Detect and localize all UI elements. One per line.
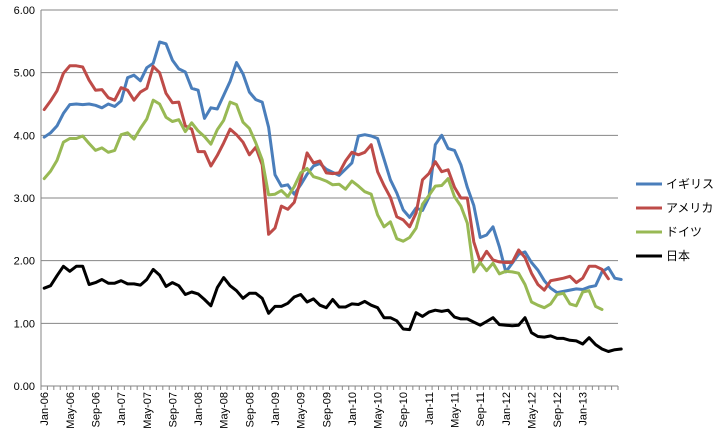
x-tick-label: Sep-07 (167, 392, 179, 427)
x-tick-label: Jan-07 (116, 392, 128, 426)
x-tick-label: Sep-06 (90, 392, 102, 427)
y-tick-label: 1.00 (14, 318, 35, 330)
x-tick-label: May-12 (526, 392, 538, 429)
legend-label: イギリス (666, 177, 714, 191)
y-tick-label: 4.00 (14, 130, 35, 142)
y-tick-label: 0.00 (14, 381, 35, 393)
x-tick-label: Sep-09 (321, 392, 333, 427)
x-tick-label: May-06 (65, 392, 77, 429)
x-tick-label: Sep-12 (552, 392, 564, 427)
x-tick-label: Jan-10 (347, 392, 359, 426)
series-line-3 (42, 98, 604, 311)
series-line-4 (42, 264, 623, 353)
gridlines (41, 9, 618, 324)
legend-label: 日本 (666, 249, 690, 263)
x-tick-label: May-09 (296, 392, 308, 429)
x-tick-label: Jan-13 (578, 392, 590, 426)
x-tick-label: May-07 (142, 392, 154, 429)
x-tick-label: Sep-08 (244, 392, 256, 427)
x-axis-tick-labels: Jan-06 May-06 Sep-06 Jan-07 May-07 Sep-07 Jan-… (39, 392, 590, 429)
axes (40, 10, 619, 390)
x-tick-label: May-11 (450, 392, 462, 428)
y-axis-tick-labels: 0.00 1.00 2.00 3.00 4.00 5.00 6.00 (14, 5, 35, 393)
x-tick-label: May-10 (373, 392, 385, 429)
legend-label: アメリカ (666, 201, 713, 215)
x-tick-label: Jan-12 (501, 392, 513, 426)
x-tick-label: Jan-09 (270, 392, 282, 426)
x-tick-label: Jan-06 (39, 392, 51, 426)
y-tick-label: 6.00 (14, 5, 35, 17)
x-tick-label: Jan-08 (193, 392, 205, 426)
y-tick-label: 2.00 (14, 256, 35, 268)
x-tick-label: Sep-10 (398, 392, 410, 427)
x-tick-label: Sep-11 (475, 392, 487, 427)
y-tick-label: 3.00 (14, 193, 35, 205)
series-line-2 (42, 64, 610, 292)
x-tick-label: Jan-11 (424, 392, 436, 425)
legend-label: ドイツ (666, 225, 702, 239)
series-line-1 (42, 40, 623, 295)
x-tick-label: May-08 (219, 392, 231, 429)
y-tick-label: 5.00 (14, 68, 35, 80)
series-lines (42, 40, 623, 353)
